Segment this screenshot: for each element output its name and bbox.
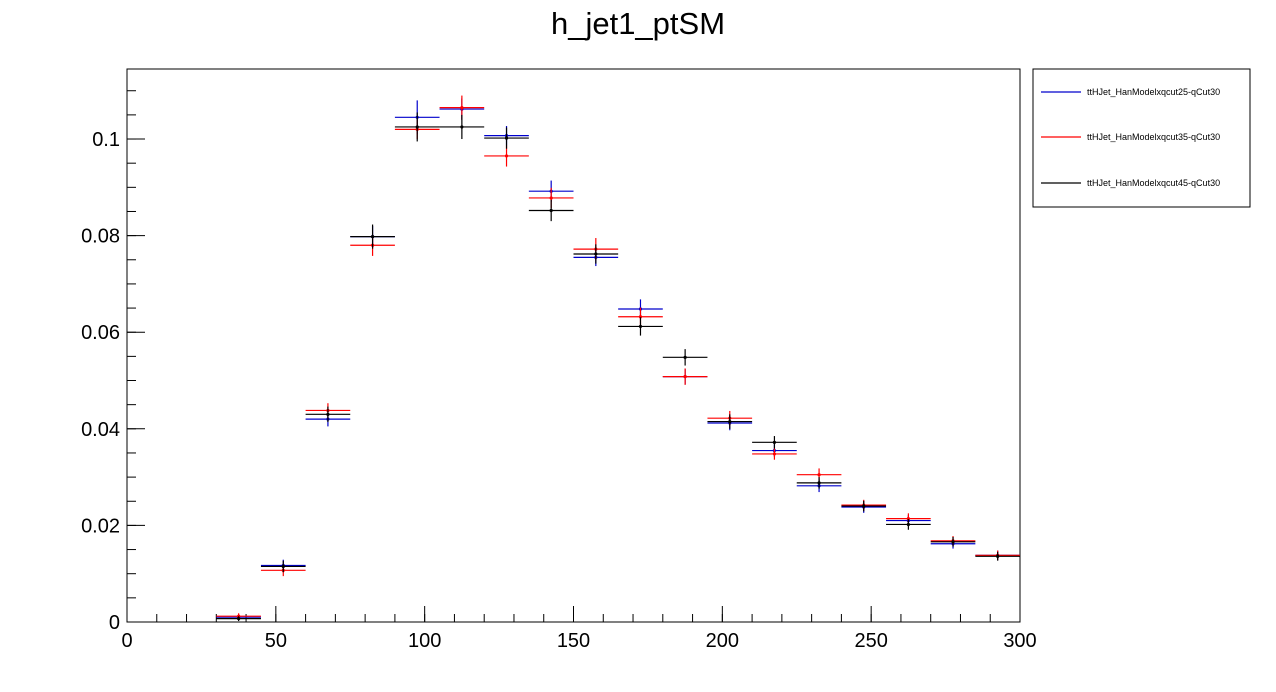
y-tick-label: 0.02 [81, 515, 120, 537]
point-marker [594, 252, 598, 256]
y-tick-label: 0.06 [81, 322, 120, 344]
y-tick-label: 0 [109, 612, 120, 634]
point-marker [906, 517, 910, 521]
x-tick-label: 100 [408, 630, 441, 652]
point-marker [549, 208, 553, 213]
data-point [752, 436, 797, 449]
point-marker [281, 564, 285, 569]
plot-frame [126, 68, 1021, 623]
data-point [350, 224, 395, 249]
point-marker [638, 315, 643, 319]
point-marker [906, 522, 910, 527]
legend-label: ttHJet_HanModelxqcut45-qCut30 [1087, 178, 1220, 188]
chart-title: h_jet1_ptSM [551, 6, 725, 41]
axes: 0 50 100 150 200 250 300 0 0.02 0.04 0.06 0.08 0.1 [81, 90, 1037, 652]
series-1 [216, 98, 1020, 621]
point-marker [326, 412, 330, 416]
x-tick-label: 200 [706, 630, 739, 652]
data-point [216, 616, 261, 622]
point-marker [549, 196, 553, 200]
data-point [707, 414, 753, 429]
x-tick-label: 0 [121, 630, 132, 652]
point-marker [817, 473, 821, 477]
data-point [394, 112, 440, 142]
data-point [305, 406, 351, 423]
x-tick-label: 150 [557, 630, 590, 652]
point-marker [415, 125, 419, 129]
point-marker [504, 154, 509, 158]
point-marker [237, 617, 241, 621]
x-tick-label: 300 [1003, 630, 1036, 652]
series-2 [216, 95, 1020, 620]
x-tick-label: 50 [265, 630, 287, 652]
data-point [841, 500, 887, 512]
point-marker [460, 125, 464, 129]
series-3 [216, 112, 1020, 622]
data-point [260, 560, 306, 573]
point-marker [996, 554, 1000, 558]
point-marker [638, 324, 643, 329]
point-marker [460, 106, 464, 110]
point-marker [951, 540, 955, 544]
point-marker [504, 136, 509, 140]
data-series [216, 95, 1020, 622]
data-point [975, 551, 1020, 561]
point-marker [683, 355, 687, 359]
data-point [573, 244, 619, 264]
point-marker [370, 234, 375, 239]
y-tick-label: 0.08 [81, 226, 120, 248]
legend-box: ttHJet_HanModelxqcut25-qCut30 ttHJet_HanM… [1032, 68, 1251, 208]
data-point [528, 199, 574, 222]
x-tick-label: 250 [854, 630, 887, 652]
y-tick-label: 0.1 [92, 129, 120, 151]
data-point [439, 114, 485, 140]
point-marker [683, 375, 687, 379]
data-point [796, 477, 842, 489]
legend-label: ttHJet_HanModelxqcut25-qCut30 [1087, 87, 1220, 97]
point-marker [862, 504, 866, 508]
data-point [930, 536, 976, 547]
data-point [886, 519, 931, 530]
point-marker [772, 440, 777, 444]
legend-label: ttHJet_HanModelxqcut35-qCut30 [1087, 132, 1220, 142]
data-point [752, 448, 797, 460]
y-tick-label: 0.04 [81, 419, 120, 441]
data-point [484, 145, 529, 167]
data-point [662, 349, 708, 366]
point-marker [817, 481, 821, 485]
data-point [618, 317, 663, 336]
point-marker [772, 452, 777, 456]
data-point [662, 368, 708, 385]
point-marker [728, 419, 732, 424]
data-point [484, 127, 529, 149]
